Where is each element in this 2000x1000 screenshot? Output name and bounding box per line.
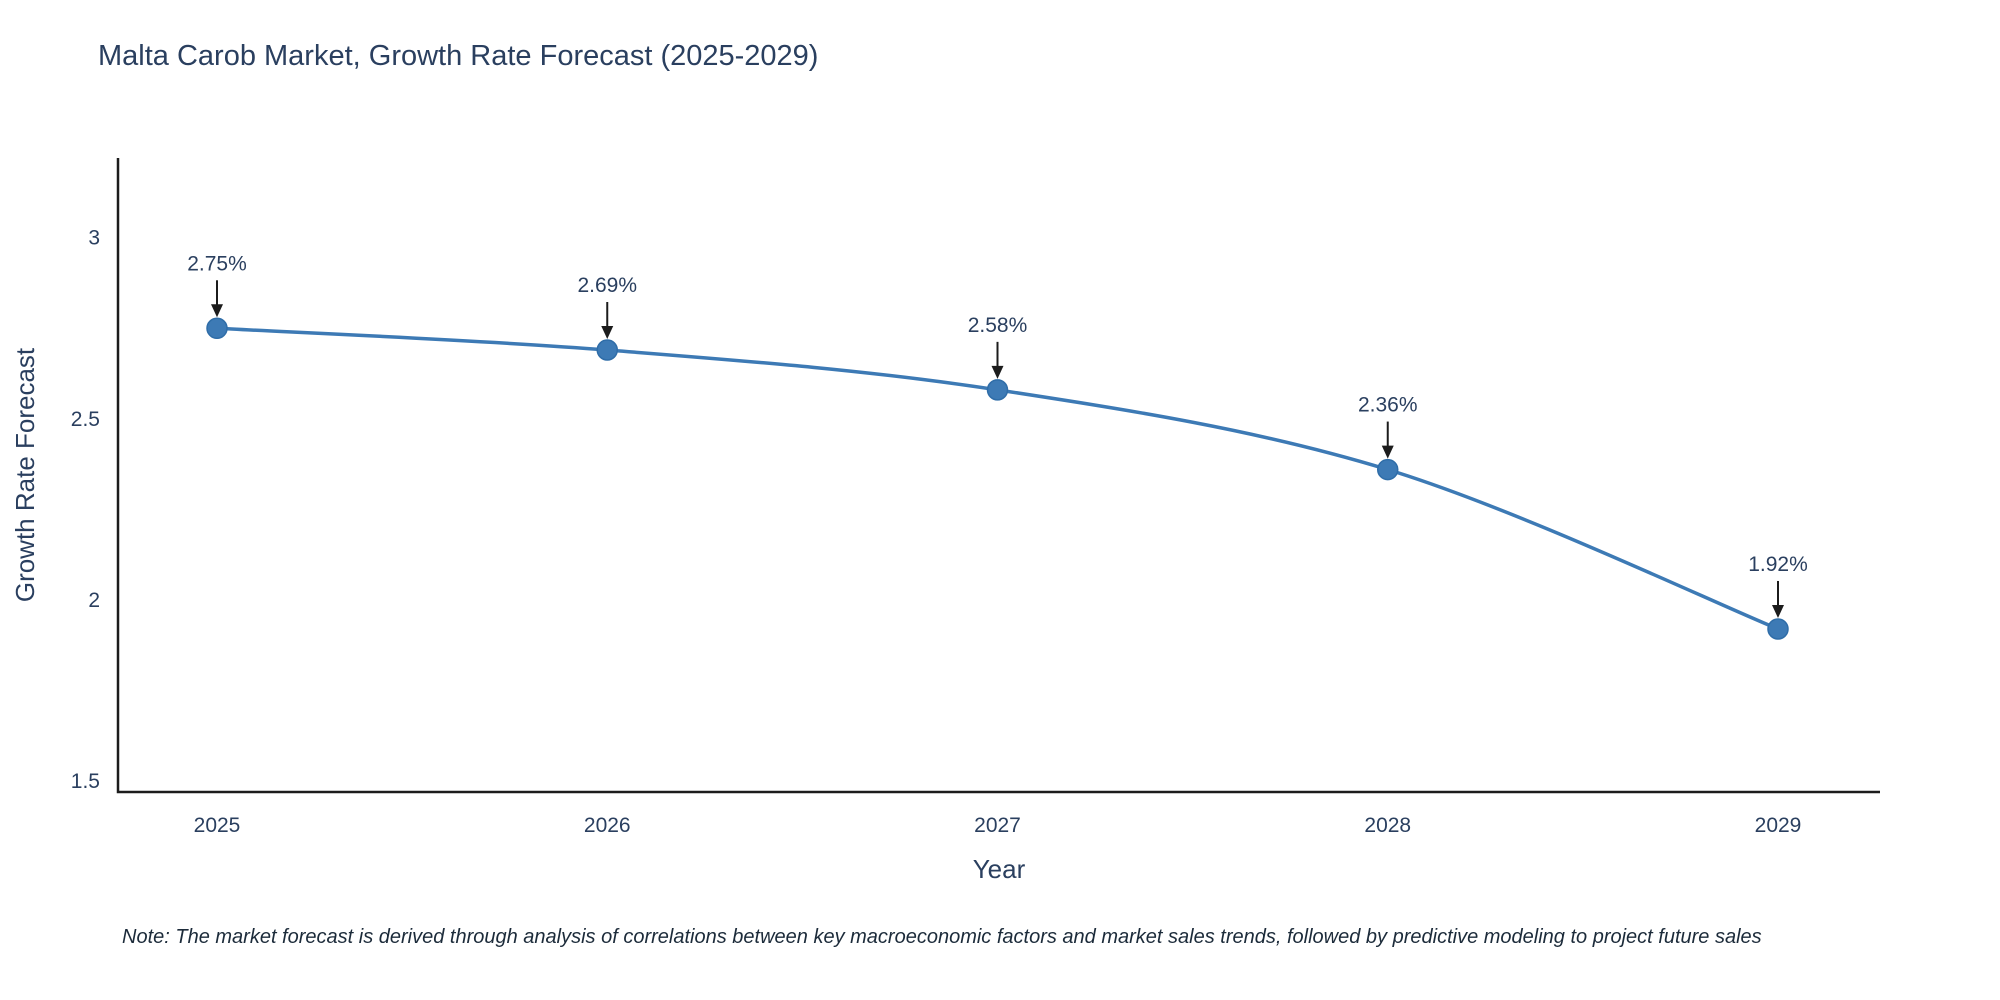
point-annotation: 2.36%	[1358, 394, 1418, 417]
annotation-arrowhead	[601, 326, 614, 340]
y-tick-label: 2.5	[71, 408, 100, 431]
footnote: Note: The market forecast is derived thr…	[122, 926, 1762, 948]
data-point[interactable]	[1767, 618, 1789, 640]
annotation-arrowhead	[1381, 445, 1394, 459]
y-tick-label: 3	[88, 227, 100, 250]
data-point[interactable]	[986, 379, 1009, 401]
y-tick-label: 1.5	[71, 770, 100, 793]
data-point[interactable]	[1377, 458, 1399, 481]
chart-title: Malta Carob Market, Growth Rate Forecast…	[98, 40, 819, 72]
point-annotation: 2.58%	[968, 314, 1028, 337]
point-annotation: 2.75%	[187, 252, 247, 275]
x-axis-title: Year	[973, 854, 1026, 884]
x-tick-label: 2029	[1755, 814, 1802, 837]
axes	[116, 158, 1880, 794]
x-tick-label: 2028	[1364, 814, 1411, 837]
x-tick-label: 2026	[584, 814, 631, 837]
point-annotation: 1.92%	[1748, 553, 1808, 576]
annotation-arrowhead	[211, 304, 223, 318]
annotation-arrowhead	[1772, 604, 1784, 618]
x-tick-label: 2027	[974, 814, 1021, 837]
data-point[interactable]	[596, 339, 618, 361]
annotation-arrowhead	[991, 365, 1004, 379]
data-point[interactable]	[206, 317, 228, 340]
point-annotation: 2.69%	[577, 274, 637, 297]
x-tick-label: 2025	[194, 814, 241, 837]
y-tick-label: 2	[88, 589, 100, 612]
y-axis-title: Growth Rate Forecast	[10, 347, 40, 602]
